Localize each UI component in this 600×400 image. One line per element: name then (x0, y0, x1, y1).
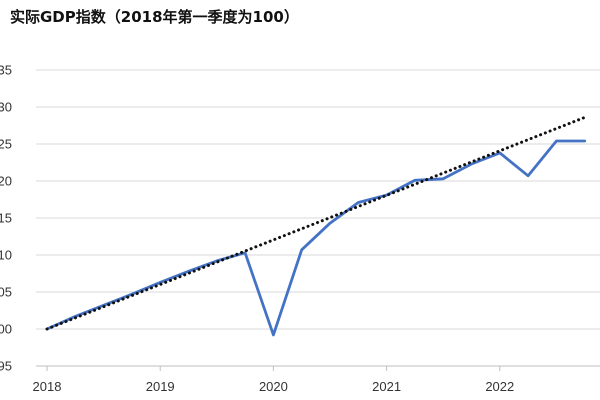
trend-line (45, 115, 587, 331)
y-tick-label: 15 (0, 211, 12, 226)
series-layer (45, 115, 587, 337)
y-tick-label: 10 (0, 248, 12, 263)
y-tick-label: 95 (0, 359, 12, 374)
x-tick-label: 2018 (33, 379, 62, 394)
y-tick-label: 35 (0, 63, 12, 78)
series-line (45, 139, 587, 337)
gridlines (36, 69, 600, 367)
y-axis-ticks: 95 00 05 10 15 20 25 30 35 (0, 63, 12, 374)
chart-title: 实际GDP指数（2018年第一季度为100） (10, 8, 299, 26)
x-tick-label: 2022 (485, 379, 514, 394)
y-tick-label: 25 (0, 137, 12, 152)
y-tick-label: 30 (0, 100, 12, 115)
y-tick-label: 00 (0, 322, 12, 337)
y-tick-label: 05 (0, 285, 12, 300)
x-tick-label: 2020 (259, 379, 288, 394)
x-tick-label: 2019 (146, 379, 175, 394)
x-tick-label: 2021 (372, 379, 401, 394)
y-tick-label: 20 (0, 174, 12, 189)
x-axis-ticks: 2018 2019 2020 2021 2022 (33, 365, 600, 394)
